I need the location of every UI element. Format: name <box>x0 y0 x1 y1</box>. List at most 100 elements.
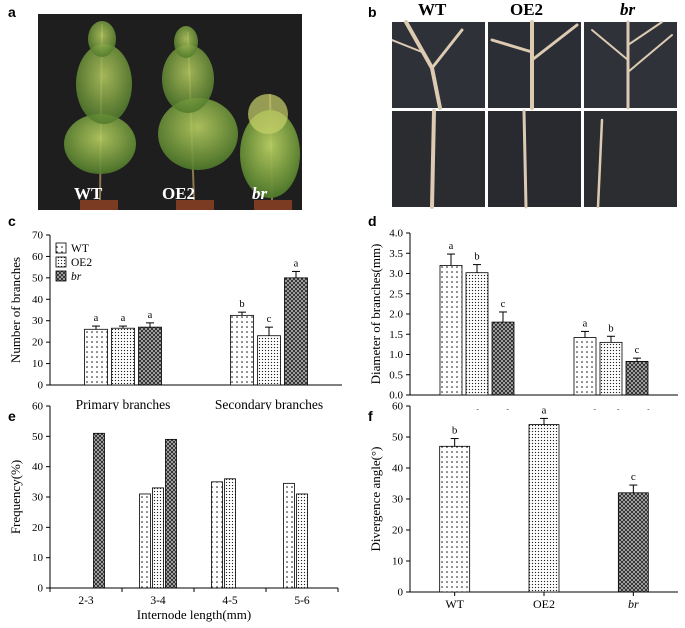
bar <box>528 424 560 593</box>
bar <box>165 438 177 589</box>
y-tick-label: 10 <box>32 552 44 564</box>
y-tick-label: 3.0 <box>389 268 403 280</box>
significance-letter: b <box>239 299 244 310</box>
significance-letter: a <box>121 313 126 324</box>
significance-letter: a <box>583 318 588 329</box>
bar <box>211 481 223 589</box>
bar <box>296 493 308 589</box>
y-tick-label: 2.5 <box>389 288 403 300</box>
significance-letter: b <box>452 425 458 437</box>
y-tick-label: 0 <box>398 587 404 599</box>
panel-letter-d: d <box>368 213 377 229</box>
y-tick-label: 0 <box>38 380 44 392</box>
bar <box>491 321 515 396</box>
legend-label: OE2 <box>71 257 92 269</box>
photo-a-label-oe2: OE2 <box>162 184 196 203</box>
y-tick-label: 50 <box>32 431 44 443</box>
y-axis-label: Number of branches <box>8 257 23 363</box>
bar <box>138 326 162 386</box>
y-tick-label: 0.5 <box>389 369 403 381</box>
x-tick-label: OE2 <box>533 597 555 611</box>
y-tick-label: 0 <box>38 583 44 595</box>
legend-swatch <box>55 242 67 254</box>
panel-letter-c: c <box>8 213 16 229</box>
legend-label: WT <box>71 243 89 255</box>
bar <box>465 272 489 396</box>
significance-letter: a <box>148 310 153 321</box>
legend-swatch <box>55 270 67 282</box>
chart-f: 0 10 20 30 40 50 60 Divergence angle(°) b WT a OE2 c… <box>368 401 678 611</box>
bar <box>224 478 236 589</box>
x-tick-label: 3-4 <box>150 595 166 607</box>
significance-letter: a <box>449 241 454 252</box>
bar <box>93 432 105 589</box>
y-tick-label: 30 <box>392 494 404 506</box>
significance-letter: b <box>474 252 479 263</box>
y-tick-label: 10 <box>392 556 404 568</box>
bar <box>439 445 471 593</box>
bar <box>599 341 623 396</box>
y-tick-label: 40 <box>32 461 44 473</box>
y-tick-label: 2.0 <box>389 309 403 321</box>
panel-letter-e: e <box>8 408 16 424</box>
y-tick-label: 10 <box>32 358 44 370</box>
bar <box>152 487 164 589</box>
significance-letter: b <box>608 323 613 334</box>
x-tick-label: Primary branches <box>430 407 525 410</box>
y-tick-label: 70 <box>32 230 44 242</box>
significance-letter: a <box>542 404 547 416</box>
panel-letter-b: b <box>368 4 377 20</box>
y-axis-label: Frequency(%) <box>8 460 23 534</box>
significance-letter: c <box>635 345 640 356</box>
bar <box>284 277 308 386</box>
y-axis-label: Diameter of branches(mm) <box>368 244 383 385</box>
y-tick-label: 1.5 <box>389 329 403 341</box>
significance-letter: c <box>267 314 272 325</box>
photo-a-label-wt: WT <box>74 184 103 203</box>
panel-letter-a: a <box>8 4 16 20</box>
significance-letter: a <box>294 258 299 269</box>
x-tick-label: 2-3 <box>78 595 94 607</box>
y-tick-label: 50 <box>392 432 404 444</box>
y-tick-label: 0.0 <box>389 390 403 402</box>
photo-b-label-oe2: OE2 <box>510 0 544 19</box>
bar <box>111 327 135 386</box>
bar <box>139 493 151 589</box>
y-tick-label: 50 <box>32 272 44 284</box>
y-tick-label: 30 <box>32 315 44 327</box>
y-tick-label: 1.0 <box>389 349 403 361</box>
bar <box>617 492 649 593</box>
bar <box>573 337 597 396</box>
legend-label: br <box>71 271 82 283</box>
legend-swatch <box>55 256 67 268</box>
x-axis-label: Internode length(mm) <box>137 607 251 622</box>
chart-d: 0.0 0.5 1.0 1.5 2.0 2.5 3.0 3.5 4.0 Diameter of b… <box>368 228 678 410</box>
y-tick-label: 60 <box>32 251 44 263</box>
y-axis-label: Divergence angle(°) <box>368 447 383 552</box>
branch-photo: WT OE2 br <box>392 0 677 210</box>
y-tick-label: 20 <box>32 337 44 349</box>
plant-photo: WT OE2 br <box>38 14 302 210</box>
y-tick-label: 40 <box>32 294 44 306</box>
y-tick-label: 4.0 <box>389 228 403 240</box>
bar <box>625 360 649 396</box>
y-tick-label: 30 <box>32 492 44 504</box>
branch-photo-drawing <box>392 20 677 209</box>
bar <box>84 328 108 386</box>
bar <box>257 335 281 386</box>
photo-b-label-wt: WT <box>418 0 447 19</box>
significance-letter: a <box>94 313 99 324</box>
bar <box>439 265 463 396</box>
photo-a-label-br: br <box>252 184 268 203</box>
significance-letter: c <box>631 471 636 483</box>
chart-c: 0 10 20 30 40 50 60 70 Number of branches a a a Prim… <box>8 230 342 410</box>
x-tick-label: WT <box>445 597 464 611</box>
y-tick-label: 20 <box>32 522 44 534</box>
significance-letter: c <box>501 299 506 310</box>
bar <box>230 314 254 386</box>
y-tick-label: 40 <box>392 463 404 475</box>
x-tick-label: 5-6 <box>294 595 310 607</box>
x-tick-label: Secondary branches <box>557 407 665 410</box>
y-tick-label: 60 <box>32 401 44 413</box>
x-tick-label: br <box>628 597 639 611</box>
